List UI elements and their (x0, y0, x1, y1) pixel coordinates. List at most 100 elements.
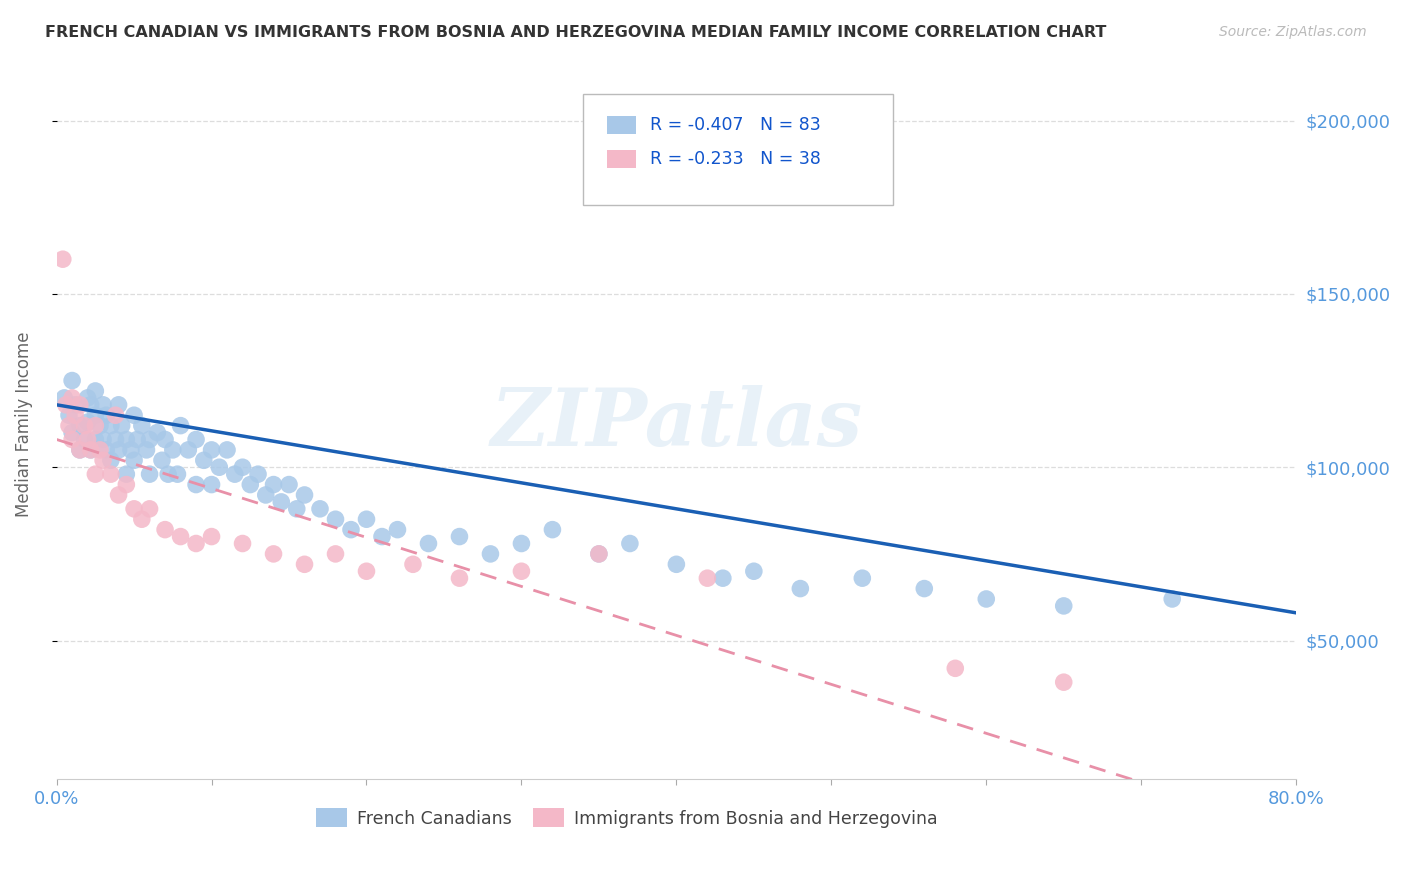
Point (588, 547, 610, 561)
Point (69, 442, 91, 457)
Point (150, 453, 173, 467)
Text: FRENCH CANADIAN VS IMMIGRANTS FROM BOSNIA AND HERZEGOVINA MEDIAN FAMILY INCOME C: FRENCH CANADIAN VS IMMIGRANTS FROM BOSNI… (45, 25, 1107, 40)
Point (1161, 592, 1184, 607)
Point (107, 442, 129, 457)
Point (1053, 599, 1076, 613)
Point (449, 530, 471, 544)
Point (200, 442, 222, 457)
Point (104, 408, 127, 422)
Point (138, 467, 160, 482)
Point (166, 467, 188, 482)
Point (153, 523, 176, 537)
Point (100, 453, 122, 467)
Point (1053, 675, 1076, 690)
Point (387, 523, 409, 537)
Legend: French Canadians, Immigrants from Bosnia and Herzegovina: French Canadians, Immigrants from Bosnia… (308, 801, 945, 835)
Point (449, 571, 471, 585)
Point (80, 442, 103, 457)
Point (541, 523, 564, 537)
Point (294, 488, 316, 502)
Point (84, 433, 107, 447)
Point (73, 433, 96, 447)
Point (588, 547, 610, 561)
Point (479, 547, 502, 561)
Point (60, 425, 83, 440)
Point (138, 501, 160, 516)
Point (58, 418, 80, 433)
Point (84, 408, 107, 422)
Text: R = -0.407   N = 83: R = -0.407 N = 83 (650, 116, 820, 134)
Point (371, 530, 394, 544)
Point (89, 442, 111, 457)
Point (63, 408, 86, 422)
Text: ZIPatlas: ZIPatlas (491, 385, 862, 463)
Point (100, 467, 122, 482)
Point (63, 398, 86, 412)
Point (84, 384, 107, 398)
Point (122, 408, 145, 422)
Point (254, 488, 277, 502)
Point (122, 501, 145, 516)
Point (107, 488, 129, 502)
Point (84, 418, 107, 433)
Point (135, 442, 157, 457)
Point (200, 530, 222, 544)
Point (69, 418, 91, 433)
Point (52, 252, 75, 267)
Point (200, 477, 222, 491)
Point (60, 433, 83, 447)
Point (153, 433, 176, 447)
Point (665, 558, 688, 572)
Point (943, 661, 966, 675)
Point (73, 418, 96, 433)
Point (162, 442, 184, 457)
Point (215, 442, 238, 457)
Point (294, 558, 316, 572)
Point (169, 418, 191, 433)
Point (76, 391, 98, 405)
Point (146, 425, 169, 440)
Point (104, 433, 127, 447)
Point (270, 495, 292, 509)
Point (711, 571, 734, 585)
Point (510, 536, 533, 550)
Point (91, 433, 114, 447)
Point (912, 582, 935, 596)
Point (510, 564, 533, 578)
Point (239, 477, 262, 491)
Point (91, 453, 114, 467)
Point (402, 558, 425, 572)
Point (107, 398, 129, 412)
Point (76, 415, 98, 429)
Point (340, 523, 363, 537)
Point (184, 536, 207, 550)
Point (69, 442, 91, 457)
Point (96, 408, 118, 422)
Point (131, 418, 153, 433)
Point (325, 547, 347, 561)
Point (84, 467, 107, 482)
Point (53, 391, 76, 405)
Point (325, 512, 347, 526)
Point (193, 453, 215, 467)
Point (80, 442, 103, 457)
Point (169, 530, 191, 544)
Point (278, 477, 301, 491)
Point (789, 582, 811, 596)
Point (184, 477, 207, 491)
Point (55, 398, 77, 412)
Point (208, 460, 231, 475)
Point (60, 391, 83, 405)
Point (356, 564, 378, 578)
Point (131, 512, 153, 526)
Point (120, 442, 142, 457)
Point (696, 571, 718, 585)
Y-axis label: Median Family Income: Median Family Income (15, 331, 32, 516)
Point (232, 536, 254, 550)
Point (76, 433, 98, 447)
Point (127, 433, 149, 447)
Point (224, 467, 246, 482)
Point (619, 536, 641, 550)
Point (157, 467, 180, 482)
Point (285, 501, 308, 516)
